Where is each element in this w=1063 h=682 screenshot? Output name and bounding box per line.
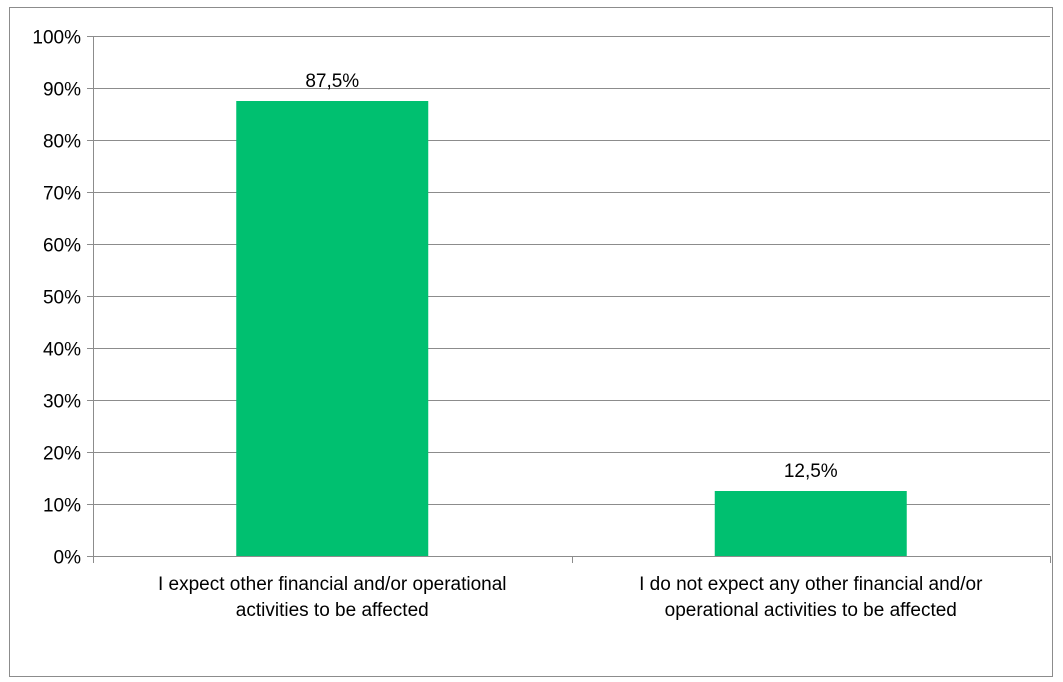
y-tick-label-20: 20%	[43, 444, 81, 465]
category-label-1-line-2: activities to be affected	[236, 600, 429, 621]
data-label-1: 87,5%	[305, 71, 359, 92]
y-tick-label-90: 90%	[43, 80, 81, 101]
y-tick-label-50: 50%	[43, 288, 81, 309]
axes	[87, 36, 1051, 563]
bar-1	[236, 101, 428, 556]
y-tick-label-10: 10%	[43, 496, 81, 517]
bars	[236, 101, 907, 556]
category-label-2-line-1: I do not expect any other financial and/…	[639, 574, 983, 595]
y-tick-label-100: 100%	[32, 28, 81, 49]
y-tick-label-0: 0%	[54, 548, 82, 569]
y-tick-label-60: 60%	[43, 236, 81, 257]
y-tick-label-40: 40%	[43, 340, 81, 361]
category-label-2: I do not expect any other financial and/…	[639, 574, 983, 621]
y-tick-label-70: 70%	[43, 184, 81, 205]
category-label-1: I expect other financial and/or operatio…	[158, 574, 507, 621]
y-tick-label-30: 30%	[43, 392, 81, 413]
category-label-1-line-1: I expect other financial and/or operatio…	[158, 574, 507, 595]
data-label-2: 12,5%	[784, 461, 838, 482]
bar-2	[715, 491, 907, 556]
y-tick-label-80: 80%	[43, 132, 81, 153]
category-label-2-line-2: operational activities to be affected	[665, 600, 957, 621]
